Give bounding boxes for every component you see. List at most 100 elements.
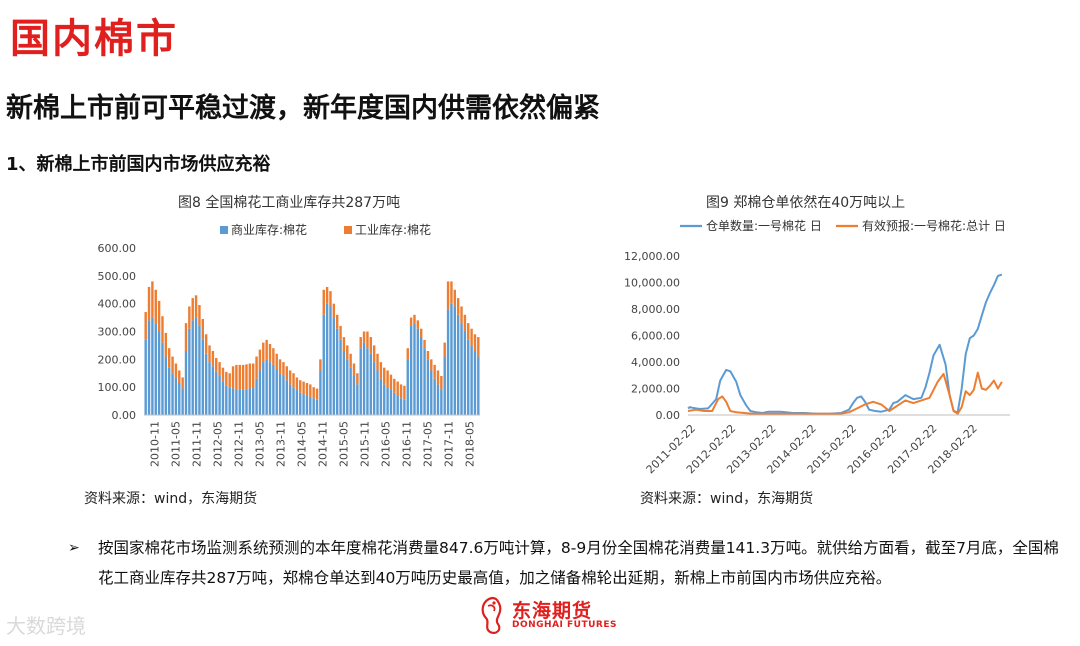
bar-segment (255, 378, 258, 415)
right-chart-x-axis: 2011-02-222012-02-222013-02-222014-02-22… (644, 414, 1010, 476)
bar-segment (238, 364, 241, 390)
bar-segment (248, 363, 252, 389)
bar-segment (292, 373, 295, 388)
bar-segment (315, 388, 319, 400)
bar-segment (436, 384, 440, 415)
x-tick-label: 2014-11 (317, 421, 330, 467)
bar-segment (443, 356, 446, 415)
bar-segment (245, 364, 248, 390)
bar-segment (248, 388, 252, 415)
bar-segment (302, 394, 305, 415)
bar-segment (174, 363, 178, 378)
bar-segment (288, 384, 292, 415)
bar-segment (453, 306, 457, 415)
bar-segment (268, 362, 272, 415)
bar-segment (433, 378, 436, 415)
right-chart: 仓单数量:一号棉花 日 有效预报:一号棉花:总计 日 12,000.00 10,00… (624, 218, 1010, 476)
legend-label: 商业库存:棉花 (231, 222, 307, 237)
bar-segment (456, 314, 460, 415)
page-title: 国内棉市 (10, 16, 178, 62)
y-tick-label: 10,000.00 (624, 277, 680, 290)
bar-segment (460, 306, 463, 324)
bar-segment (164, 332, 168, 357)
legend-swatch (344, 226, 352, 234)
bar-segment (258, 370, 262, 415)
bar-segment (379, 378, 383, 415)
bar-segment (235, 364, 238, 390)
bar-segment (215, 357, 218, 372)
bar-segment (231, 388, 235, 415)
bar-segment (295, 389, 299, 415)
bar-segment (282, 362, 285, 377)
y-tick-label: 100.00 (98, 381, 137, 394)
bar-segment (430, 359, 433, 371)
bar-segment (460, 323, 463, 415)
bar-segment (208, 362, 211, 415)
bar-segment (228, 373, 231, 388)
bar-segment (305, 395, 309, 415)
left-chart-title: 图8 全国棉花工商业库存共287万吨 (178, 195, 401, 211)
bar-segment (453, 289, 457, 307)
bar-segment (251, 363, 255, 388)
bar-segment (379, 362, 383, 379)
bar-segment (396, 381, 399, 396)
bar-segment (157, 331, 161, 415)
bar-segment (278, 359, 282, 374)
bar-segment (208, 345, 211, 363)
bar-segment (151, 317, 154, 415)
bar-segment (265, 359, 268, 415)
bar-segment (352, 363, 356, 377)
bar-segment (325, 286, 329, 304)
y-tick-label: 6,000.00 (631, 330, 680, 343)
bar-segment (238, 389, 241, 415)
bar-segment (440, 389, 443, 415)
bar-segment (178, 370, 181, 383)
watermark: 大数跨境 (6, 614, 86, 638)
x-tick-label: 2017-05 (422, 421, 435, 467)
right-chart-title: 图9 郑棉仓单依然在40万吨以上 (706, 195, 906, 211)
bar-segment (346, 345, 349, 360)
bar-segment (362, 331, 366, 343)
bar-segment (178, 382, 181, 415)
bar-segment (171, 356, 174, 374)
y-tick-label: 12,000.00 (624, 250, 680, 263)
left-chart-bars (144, 281, 480, 415)
bar-segment (446, 281, 450, 310)
bar-segment (191, 298, 194, 321)
bar-segment (339, 325, 342, 340)
bar-segment (221, 381, 225, 415)
bar-segment (322, 314, 325, 415)
legend-label: 工业库存:棉花 (355, 222, 431, 237)
bar-segment (201, 318, 205, 340)
bar-segment (423, 348, 426, 415)
bar-segment (393, 392, 396, 415)
bar-segment (467, 323, 470, 340)
bar-segment (362, 342, 366, 415)
bar-segment (228, 387, 231, 415)
bar-segment (272, 364, 275, 415)
logo-english-text: DONGHAI FUTURES (512, 620, 617, 630)
bar-segment (389, 374, 393, 390)
bar-segment (477, 337, 480, 357)
bar-segment (171, 373, 174, 415)
bar-segment (329, 306, 332, 415)
bar-segment (446, 309, 450, 415)
bar-segment (218, 362, 221, 377)
bar-segment (144, 312, 147, 340)
bar-segment (443, 342, 446, 357)
logo-chinese-text: 东海期货 (512, 600, 593, 622)
x-tick-label: 2012-05 (212, 421, 225, 467)
bar-segment (332, 317, 336, 415)
bar-segment (342, 350, 346, 415)
bar-segment (356, 384, 359, 415)
bar-segment (225, 371, 228, 386)
bar-segment (174, 377, 178, 415)
bar-segment (319, 370, 322, 415)
bar-segment (275, 369, 278, 415)
bar-segment (194, 295, 198, 318)
x-tick-label: 2011-05 (170, 421, 183, 467)
bar-segment (167, 348, 171, 368)
bar-segment (369, 353, 373, 415)
bar-segment (426, 359, 430, 415)
bar-segment (440, 376, 443, 390)
